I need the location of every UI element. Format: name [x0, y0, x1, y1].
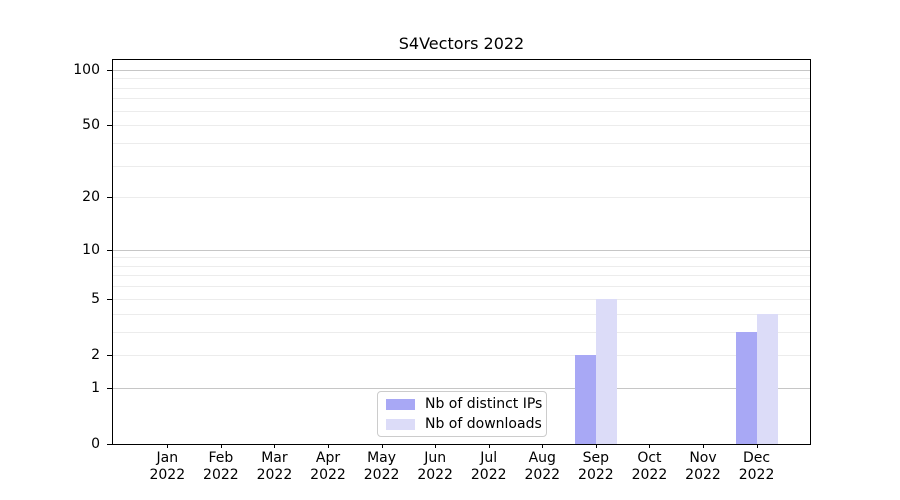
- x-tick-label: Apr 2022: [310, 450, 346, 483]
- x-tick-mark: [542, 444, 544, 448]
- legend-swatch-distinct-ips: [386, 398, 415, 410]
- bar-dec-distinct-ips: [735, 331, 757, 444]
- bar-dec-downloads: [756, 313, 778, 444]
- x-tick-mark: [381, 444, 383, 448]
- x-tick-mark: [274, 444, 276, 448]
- x-tick-mark: [220, 444, 222, 448]
- x-tick-label: Aug 2022: [524, 450, 561, 483]
- y-tick-label: 10: [82, 241, 100, 258]
- x-tick-mark: [435, 444, 437, 448]
- minor-gridline: [113, 354, 810, 356]
- x-tick-mark: [328, 444, 329, 448]
- legend-entry-distinct-ips: Nb of distinct IPs: [378, 395, 546, 412]
- y-tick-mark: [107, 444, 113, 445]
- plot-area: [112, 59, 811, 445]
- y-tick-label: 20: [82, 189, 100, 206]
- y-tick-label: 0: [91, 436, 100, 452]
- y-tick-mark: [107, 354, 113, 356]
- legend-label-downloads: Nb of downloads: [425, 415, 542, 432]
- major-gridline: [113, 249, 810, 251]
- x-tick-mark: [595, 444, 597, 448]
- legend-label-distinct-ips: Nb of distinct IPs: [425, 395, 543, 412]
- minor-gridline: [113, 197, 810, 199]
- x-tick-label: Nov 2022: [685, 450, 721, 483]
- x-tick-mark: [167, 444, 169, 448]
- x-tick-label: Jun 2022: [417, 450, 453, 483]
- major-gridline: [113, 69, 810, 71]
- y-tick-mark: [107, 69, 113, 71]
- minor-gridline: [113, 286, 810, 288]
- minor-gridline: [113, 125, 810, 127]
- minor-gridline: [113, 275, 810, 277]
- y-tick-label: 1: [91, 379, 100, 396]
- chart-title: S4Vectors 2022: [398, 34, 525, 53]
- x-tick-label: Sep 2022: [578, 450, 614, 483]
- x-tick-label: Feb 2022: [203, 450, 239, 483]
- minor-gridline: [113, 98, 810, 100]
- legend: Nb of distinct IPs Nb of downloads: [377, 391, 547, 437]
- y-tick-mark: [107, 298, 113, 300]
- minor-gridline: [113, 142, 810, 144]
- minor-gridline: [113, 257, 810, 259]
- minor-gridline: [113, 78, 810, 80]
- x-tick-mark: [488, 444, 490, 448]
- x-tick-label: Dec 2022: [738, 450, 775, 483]
- y-tick-label: 2: [91, 346, 100, 363]
- y-tick-label: 5: [91, 290, 100, 307]
- y-tick-mark: [107, 197, 113, 199]
- minor-gridline: [113, 110, 810, 112]
- minor-gridline: [113, 313, 810, 315]
- x-tick-mark: [649, 444, 651, 448]
- x-tick-label: Jan 2022: [149, 450, 186, 483]
- y-tick-mark: [107, 125, 113, 127]
- x-tick-label: Oct 2022: [631, 450, 668, 483]
- minor-gridline: [113, 331, 810, 333]
- minor-gridline: [113, 298, 810, 300]
- minor-gridline: [113, 165, 810, 167]
- y-tick-label: 50: [82, 117, 100, 134]
- major-gridline: [113, 387, 810, 389]
- x-tick-mark: [756, 444, 758, 448]
- y-tick-mark: [107, 387, 113, 389]
- y-tick-label: 100: [73, 61, 100, 78]
- x-tick-label: Jul 2022: [470, 450, 507, 483]
- x-tick-mark: [703, 444, 704, 448]
- bar-sep-distinct-ips: [574, 354, 596, 444]
- minor-gridline: [113, 87, 810, 89]
- x-tick-label: Mar 2022: [256, 450, 293, 483]
- legend-swatch-downloads: [386, 418, 415, 430]
- x-tick-label: May 2022: [363, 450, 400, 483]
- legend-entry-downloads: Nb of downloads: [378, 415, 546, 432]
- y-tick-mark: [107, 249, 113, 251]
- minor-gridline: [113, 265, 810, 267]
- bar-sep-downloads: [595, 298, 617, 444]
